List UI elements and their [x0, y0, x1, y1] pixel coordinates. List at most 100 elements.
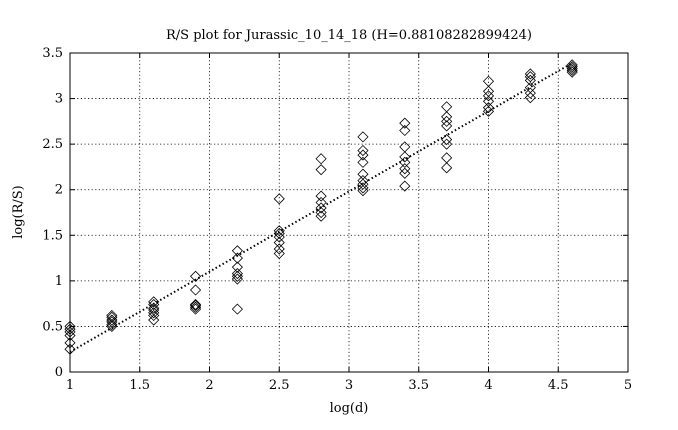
x-tick-label: 3.5: [408, 378, 429, 393]
data-point-diamond: [566, 59, 578, 71]
data-point-diamond: [315, 196, 327, 209]
grid-lines: [70, 53, 628, 372]
data-point-diamond: [231, 268, 243, 280]
y-axis-label: log(R/S): [11, 185, 26, 239]
data-point-diamond: [357, 185, 369, 197]
data-point-diamond: [357, 175, 369, 187]
y-tick-label: 3: [55, 92, 63, 107]
x-tick-label: 4.5: [548, 378, 569, 393]
data-point-diamond: [524, 71, 536, 83]
data-point-diamond: [482, 90, 495, 102]
axis-ticks: 1 1.5 2 2.5 3 3.5 4 4.5 5 0 0.5 1 1.5 2 2.5 3 3.5: [42, 46, 632, 393]
data-point-diamond: [399, 167, 411, 179]
data-point-diamond: [148, 314, 160, 326]
data-point-diamond: [315, 206, 327, 219]
data-point-diamond: [231, 273, 243, 285]
data-point-diamond: [189, 298, 202, 311]
data-point-diamond: [273, 225, 285, 237]
data-point-diamond: [106, 314, 118, 326]
data-point-diamond: [231, 245, 243, 257]
data-point-diamond: [441, 152, 453, 164]
data-point-diamond: [148, 309, 160, 322]
data-point-diamond: [441, 111, 453, 123]
data-point-diamond: [566, 61, 578, 73]
data-point-diamond: [441, 138, 453, 150]
data-point-diamond: [106, 309, 118, 322]
data-point-diamond: [315, 190, 327, 202]
x-tick-label: 5: [624, 378, 632, 393]
data-point-diamond: [399, 163, 411, 175]
data-point-diamond: [399, 124, 411, 137]
y-tick-label: 1: [55, 274, 63, 289]
x-tick-label: 2: [205, 378, 213, 393]
data-point-diamond: [441, 134, 453, 146]
data-point-diamond: [273, 237, 285, 249]
data-point-diamond: [482, 95, 495, 107]
data-point-diamond: [357, 168, 369, 180]
y-tick-label: 2.5: [42, 137, 63, 152]
data-point-diamond: [273, 243, 285, 255]
data-point-diamond: [482, 85, 495, 97]
data-point-diamond: [399, 151, 411, 163]
data-point-diamond: [315, 202, 327, 214]
chart-title: R/S plot for Jurassic_10_14_18 (H=0.8810…: [166, 28, 532, 43]
data-point-diamond: [441, 101, 453, 113]
data-point-diamond: [357, 131, 369, 143]
data-point-diamond: [524, 74, 536, 86]
y-tick-label: 3.5: [42, 46, 63, 61]
data-point-diamond: [231, 261, 243, 273]
y-tick-label: 1.5: [42, 228, 63, 243]
data-point-diamond: [315, 164, 327, 176]
data-point-diamond: [357, 178, 369, 190]
data-point-diamond: [357, 144, 369, 157]
x-tick-label: 1: [66, 378, 74, 393]
fit-line-layer: [69, 62, 573, 353]
data-point-diamond: [231, 270, 243, 282]
data-point-diamond: [524, 92, 536, 104]
data-point-diamond: [357, 149, 369, 161]
y-tick-label: 0.5: [42, 319, 63, 334]
plot-area-frame: [69, 52, 629, 373]
data-point-diamond: [399, 156, 411, 168]
data-point-diamond: [441, 120, 453, 132]
x-tick-label: 4: [484, 378, 492, 393]
data-point-diamond: [441, 115, 453, 127]
data-point-diamond: [106, 319, 118, 331]
data-point-diamond: [106, 316, 118, 328]
data-point-diamond: [273, 193, 285, 205]
data-points: [64, 59, 578, 355]
data-point-diamond: [399, 141, 411, 153]
y-tick-label: 0: [55, 365, 63, 380]
data-point-diamond: [441, 162, 453, 174]
data-point-diamond: [148, 304, 160, 316]
x-tick-label: 2.5: [269, 378, 290, 393]
y-tick-label: 2: [55, 183, 63, 198]
data-point-diamond: [273, 247, 285, 260]
data-point-diamond: [315, 153, 327, 165]
data-point-diamond: [106, 320, 118, 332]
x-tick-label: 1.5: [129, 378, 150, 393]
x-axis-label: log(d): [330, 401, 369, 416]
data-point-diamond: [524, 68, 536, 80]
data-point-diamond: [189, 284, 202, 296]
data-point-diamond: [399, 180, 411, 192]
data-point-diamond: [524, 87, 536, 99]
data-point-diamond: [482, 75, 495, 87]
data-point-diamond: [231, 303, 243, 315]
data-point-diamond: [482, 102, 495, 114]
regression-fit-line: [69, 62, 573, 353]
data-point-diamond: [189, 270, 202, 282]
data-point-diamond: [273, 227, 285, 240]
data-point-diamond: [524, 82, 536, 94]
data-point-diamond: [357, 156, 369, 168]
data-point-diamond: [231, 252, 243, 264]
data-point-diamond: [399, 117, 411, 129]
data-point-diamond: [148, 298, 160, 311]
data-point-diamond: [189, 301, 202, 313]
data-point-diamond: [148, 296, 160, 308]
x-tick-label: 3: [345, 378, 353, 393]
data-point-diamond: [189, 299, 202, 312]
data-point-diamond: [148, 307, 160, 319]
